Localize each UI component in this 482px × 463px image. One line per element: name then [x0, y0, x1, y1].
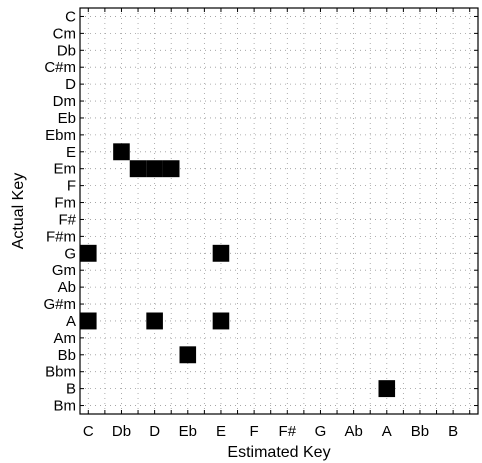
y-tick-label: Bm: [54, 398, 77, 415]
heatmap-cell: [212, 312, 230, 330]
x-tick-labels: C Db D Eb E F F# G Ab A Bb B: [83, 423, 458, 440]
y-tick-labels: CCmDbC#mDDmEbEbmEEmFFmF#F#mGGmAbG#mAAmBb…: [43, 8, 76, 414]
heatmap-cell: [129, 160, 147, 178]
y-tick-label: Em: [54, 161, 77, 178]
cells: [80, 143, 396, 398]
y-tick-label: C: [65, 8, 76, 25]
y-tick-label: Bbm: [45, 364, 76, 381]
y-tick-label: Fm: [54, 195, 76, 212]
y-tick-label: E: [66, 144, 76, 161]
x-tick-label: C: [83, 423, 94, 440]
y-tick-label: Cm: [53, 25, 76, 42]
x-tick-label: B: [448, 423, 458, 440]
y-tick-label: F: [67, 178, 76, 195]
x-axis-label: Estimated Key: [227, 444, 330, 461]
x-tick-label: E: [216, 423, 226, 440]
y-tick-label: F#m: [46, 228, 76, 245]
heatmap-cell: [80, 312, 97, 330]
heatmap-cell: [179, 346, 197, 364]
y-tick-label: B: [66, 381, 76, 398]
y-tick-label: Gm: [52, 262, 76, 279]
x-tick-label: Bb: [411, 423, 429, 440]
y-tick-label: D: [65, 76, 76, 93]
heatmap-cell: [80, 244, 97, 262]
y-tick-label: Eb: [58, 110, 76, 127]
x-tick-label: F: [250, 423, 259, 440]
x-tick-label: D: [149, 423, 160, 440]
heatmap-cell: [162, 160, 180, 178]
x-tick-label: A: [382, 423, 392, 440]
heatmap-cell: [212, 244, 230, 262]
heatmap-cell: [378, 380, 396, 398]
y-tick-label: G: [64, 245, 76, 262]
heatmap-cell: [113, 143, 130, 161]
heatmap-cell: [146, 312, 163, 330]
x-tick-label: Db: [112, 423, 131, 440]
heatmap-cell: [146, 160, 163, 178]
x-tick-label: G: [315, 423, 327, 440]
y-tick-label: Bb: [58, 347, 76, 364]
plot-frame: [79, 7, 479, 415]
x-tick-label: Ab: [344, 423, 362, 440]
grid-lines: [80, 8, 478, 414]
y-tick-label: G#m: [43, 296, 76, 313]
y-tick-label: Ab: [58, 279, 76, 296]
y-tick-label: Dm: [53, 93, 76, 110]
x-tick-label: Eb: [179, 423, 197, 440]
y-tick-label: C#m: [44, 59, 76, 76]
y-tick-label: F#: [58, 211, 76, 228]
y-axis-label: Actual Key: [10, 173, 27, 249]
x-tick-label: F#: [279, 423, 297, 440]
y-tick-label: Ebm: [45, 127, 76, 144]
y-tick-label: Db: [57, 42, 76, 59]
y-tick-label: A: [66, 313, 76, 330]
y-tick-label: Am: [54, 330, 77, 347]
ticks: [80, 8, 478, 414]
